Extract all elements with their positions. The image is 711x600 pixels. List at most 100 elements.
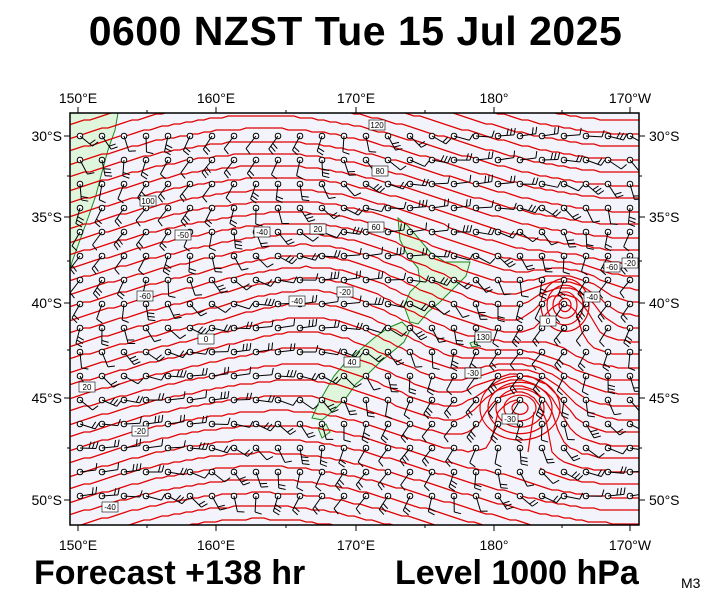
wind-barb	[140, 156, 150, 180]
wind-barb	[318, 180, 336, 200]
wind-barb	[223, 132, 238, 155]
wind-barb	[292, 132, 304, 156]
wind-barb	[362, 270, 384, 284]
wind-barb	[230, 343, 252, 356]
lon-label-bottom-180: 180°	[480, 537, 509, 553]
svg-text:-20: -20	[339, 288, 351, 297]
wind-barb	[70, 252, 84, 275]
wind-barb	[164, 324, 187, 340]
wind-barb	[402, 492, 414, 516]
wind-barb	[450, 132, 474, 141]
wind-barb	[274, 318, 296, 332]
wind-barb	[162, 252, 172, 276]
lat-label-left-45s: 45°S	[31, 390, 62, 406]
wind-barb	[274, 276, 298, 284]
wind-barb	[560, 420, 575, 441]
wind-barb	[406, 324, 428, 341]
isobar	[70, 265, 639, 355]
wind-barb	[159, 228, 172, 252]
wind-barb	[450, 492, 462, 515]
isobar	[70, 303, 639, 395]
wind-barb	[230, 492, 245, 513]
contour-label: -20	[621, 257, 639, 269]
lon-label-top-160e: 160°E	[197, 90, 235, 106]
lat-label-right-35s: 35°S	[649, 209, 680, 225]
wind-barb	[208, 252, 223, 273]
isobar	[187, 517, 335, 525]
wind-barb	[560, 468, 584, 481]
wind-barb	[208, 366, 230, 380]
wind-barb	[245, 132, 260, 155]
wind-barb	[246, 156, 260, 179]
wind-barb	[120, 372, 144, 385]
lon-label-top-170w: 170°W	[609, 90, 652, 106]
svg-text:120: 120	[370, 121, 384, 130]
isobar	[493, 113, 639, 135]
wind-barb	[164, 414, 186, 428]
wind-barb	[538, 444, 555, 464]
wind-barb	[117, 276, 128, 300]
wind-barb	[538, 468, 560, 485]
wind-barb	[252, 492, 262, 515]
svg-text:-30: -30	[504, 415, 516, 424]
forecast-hour-label: Forecast +138 hr	[34, 554, 306, 592]
wind-barb	[274, 444, 292, 463]
wind-barb	[406, 156, 430, 167]
wind-barb	[494, 252, 516, 268]
wind-barb	[164, 492, 188, 505]
wind-barb	[272, 492, 282, 516]
wind-barb	[494, 228, 518, 239]
lon-label-top-170e: 170°E	[337, 90, 375, 106]
wind-barb	[556, 372, 568, 396]
wind-barb	[384, 324, 408, 337]
isobar	[70, 331, 639, 421]
wind-barb	[403, 396, 414, 420]
lat-label-right-30s: 30°S	[649, 128, 680, 144]
wind-barb	[423, 396, 436, 420]
wind-barb	[142, 492, 166, 501]
wind-barb	[626, 372, 639, 392]
wind-barb	[252, 367, 274, 380]
wind-barb	[252, 298, 275, 308]
wind-barb	[466, 420, 480, 443]
wind-barb	[560, 444, 581, 462]
wind-barb	[494, 300, 505, 323]
wind-barb	[362, 204, 386, 213]
wind-barb	[76, 132, 99, 147]
wind-barb	[159, 156, 172, 180]
wind-barb	[516, 177, 539, 188]
level-label: Level 1000 hPa	[395, 554, 639, 592]
wind-barb	[534, 300, 546, 324]
wind-barb	[406, 348, 423, 368]
contour-label: -60	[136, 290, 154, 302]
wind-barb	[92, 228, 106, 251]
wind-barb	[98, 180, 106, 204]
wind-barb	[538, 252, 553, 273]
svg-text:20: 20	[314, 225, 323, 234]
wind-barb	[296, 420, 316, 438]
wind-barb	[333, 492, 348, 515]
wind-barb	[362, 372, 381, 391]
wind-barb	[427, 492, 436, 516]
wind-barb	[142, 300, 156, 322]
wind-barb	[511, 324, 524, 348]
wind-barb	[443, 420, 458, 443]
isobar	[70, 391, 639, 473]
wind-barb	[532, 324, 546, 347]
wind-barb	[252, 276, 276, 287]
isobar	[70, 141, 639, 213]
wind-barb	[229, 204, 238, 228]
wind-barb	[296, 372, 320, 381]
wind-barb	[620, 300, 634, 323]
wind-barb	[626, 180, 639, 200]
wind-barb	[208, 276, 228, 294]
lat-label-right-50s: 50°S	[649, 492, 680, 508]
wind-barb	[378, 492, 392, 515]
wind-barb	[626, 492, 639, 500]
contour-label: -40	[253, 226, 271, 238]
wind-barb	[340, 372, 362, 388]
svg-text:-20: -20	[624, 259, 636, 268]
wind-barb	[384, 396, 393, 420]
wind-barb	[575, 300, 590, 323]
